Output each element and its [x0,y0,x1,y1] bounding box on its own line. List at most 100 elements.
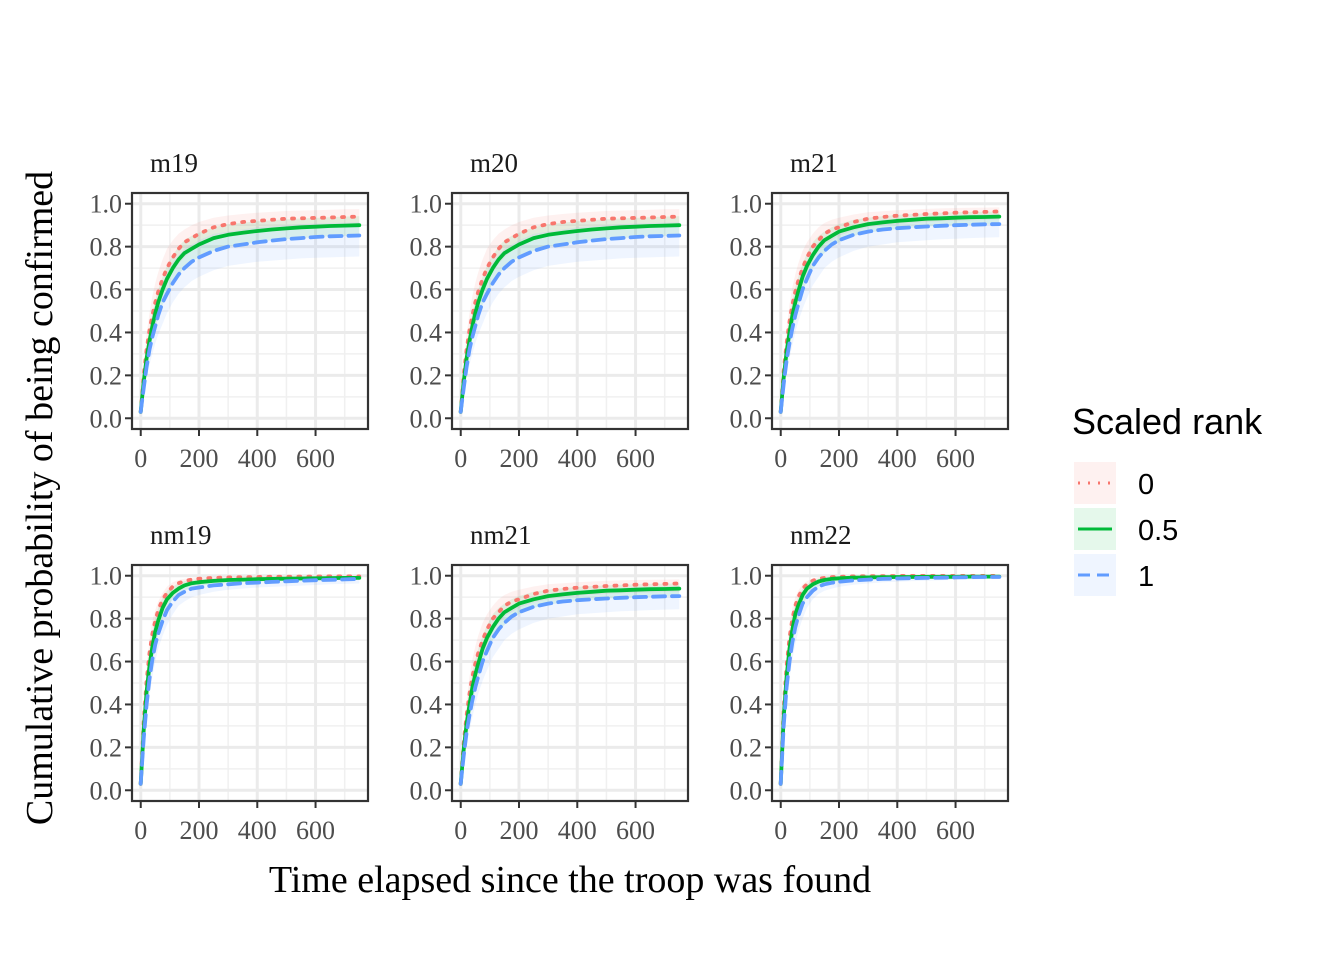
x-tick-label: 200 [500,816,539,845]
x-tick-label: 400 [238,816,277,845]
y-tick-label: 0.2 [410,361,443,390]
panel-border [450,563,690,803]
x-tick-label: 0 [774,816,787,845]
y-tick-label: 0.2 [90,733,123,762]
y-tick-label: 0.6 [730,276,763,305]
line-rank-1 [778,575,1002,786]
ribbon-rank-1 [460,586,680,786]
y-tick-label: 0.8 [90,233,123,262]
y-tick-label: 0.0 [410,776,443,805]
x-tick-label: 600 [296,816,335,845]
y-tick-label: 0.2 [730,361,763,390]
y-tick-label: 0.8 [730,605,763,634]
y-tick-label: 0.6 [90,648,123,677]
facet-panel-nm21: nm21 0.0 0.2 0.4 0.6 0.8 1.0 0 200 400 600 [410,520,690,845]
legend-entry-1: 1 [1074,554,1154,596]
x-tick-label: 600 [936,444,975,473]
line-rank-0.5 [458,223,682,414]
y-tick-label: 0.6 [410,648,443,677]
y-tick-label: 0.4 [730,318,763,347]
panel-grid: m19 0.0 0.2 0.4 0.6 0.8 1.0 0 200 400 600 m20 0.0 0.2… [90,148,1010,845]
y-tick-label: 0.0 [90,776,123,805]
y-tick-label: 0.2 [730,733,763,762]
x-tick-label: 200 [180,816,219,845]
x-tick-label: 400 [238,444,277,473]
y-tick-label: 0.8 [730,233,763,262]
panel-border [130,191,370,431]
legend: Scaled rank 0 0.5 1 [1072,401,1263,596]
x-tick-label: 600 [616,816,655,845]
y-tick-label: 1.0 [410,190,443,219]
panel-border [130,563,370,803]
y-tick-label: 0.4 [410,690,443,719]
facet-label: nm19 [150,520,212,550]
y-tick-label: 0.8 [410,605,443,634]
line-rank-0.5 [138,576,362,786]
y-tick-label: 0.6 [90,276,123,305]
ribbon-rank-0 [140,575,360,786]
legend-entry-0.5: 0.5 [1074,508,1178,550]
x-tick-label: 400 [878,816,917,845]
y-tick-label: 0.2 [90,361,123,390]
line-rank-0.5 [778,214,1002,414]
y-tick-label: 0.0 [730,404,763,433]
ribbon-rank-1 [460,222,680,414]
line-rank-0.5 [458,586,682,786]
x-tick-label: 400 [558,444,597,473]
legend-label: 1 [1138,561,1154,593]
y-tick-label: 0.0 [730,776,763,805]
legend-entry-0: 0 [1074,462,1154,504]
ribbon-rank-1 [140,222,360,414]
y-tick-label: 0.0 [410,404,443,433]
y-tick-label: 1.0 [90,562,123,591]
x-tick-label: 0 [454,444,467,473]
facet-panel-m21: m21 0.0 0.2 0.4 0.6 0.8 1.0 0 200 400 600 [730,148,1010,473]
y-tick-label: 0.4 [410,318,443,347]
y-tick-label: 0.8 [90,605,123,634]
x-tick-label: 600 [296,444,335,473]
x-axis-title: Time elapsed since the troop was found [269,859,871,901]
x-tick-label: 200 [500,444,539,473]
x-tick-label: 0 [134,816,147,845]
x-tick-label: 200 [820,444,859,473]
y-tick-label: 0.4 [90,690,123,719]
panel-border [450,191,690,431]
x-tick-label: 0 [134,444,147,473]
y-tick-label: 0.6 [730,648,763,677]
facet-panel-m20: m20 0.0 0.2 0.4 0.6 0.8 1.0 0 200 400 600 [410,148,690,473]
ribbon-rank-1 [780,214,1000,414]
x-tick-label: 400 [558,816,597,845]
legend-title: Scaled rank [1072,401,1263,442]
facet-label: m20 [470,148,518,178]
facet-label: nm22 [790,520,852,550]
y-tick-label: 0.2 [410,733,443,762]
facet-panel-m19: m19 0.0 0.2 0.4 0.6 0.8 1.0 0 200 400 600 [90,148,370,473]
line-rank-1 [138,233,362,414]
panel-border [770,191,1010,431]
y-tick-label: 1.0 [730,562,763,591]
facet-panel-nm22: nm22 0.0 0.2 0.4 0.6 0.8 1.0 0 200 400 600 [730,520,1010,845]
ribbon-rank-0.5 [140,576,360,786]
y-tick-label: 1.0 [410,562,443,591]
x-tick-label: 600 [936,816,975,845]
line-rank-0 [138,214,362,414]
y-tick-label: 1.0 [730,190,763,219]
x-tick-label: 200 [820,816,859,845]
y-tick-label: 0.4 [730,690,763,719]
y-tick-label: 0.0 [90,404,123,433]
x-tick-label: 400 [878,444,917,473]
facet-label: nm21 [470,520,532,550]
line-rank-1 [778,222,1002,414]
x-tick-label: 600 [616,444,655,473]
facet-panel-nm19: nm19 0.0 0.2 0.4 0.6 0.8 1.0 0 200 400 600 [90,520,370,845]
x-tick-label: 0 [774,444,787,473]
y-tick-label: 0.6 [410,276,443,305]
y-tick-label: 0.4 [90,318,123,347]
x-tick-label: 0 [454,816,467,845]
line-rank-1 [458,594,682,786]
y-tick-label: 0.8 [410,233,443,262]
y-axis-title: Cumulative probability of being confirme… [19,171,61,825]
legend-label: 0 [1138,469,1154,501]
line-rank-0.5 [138,223,362,414]
